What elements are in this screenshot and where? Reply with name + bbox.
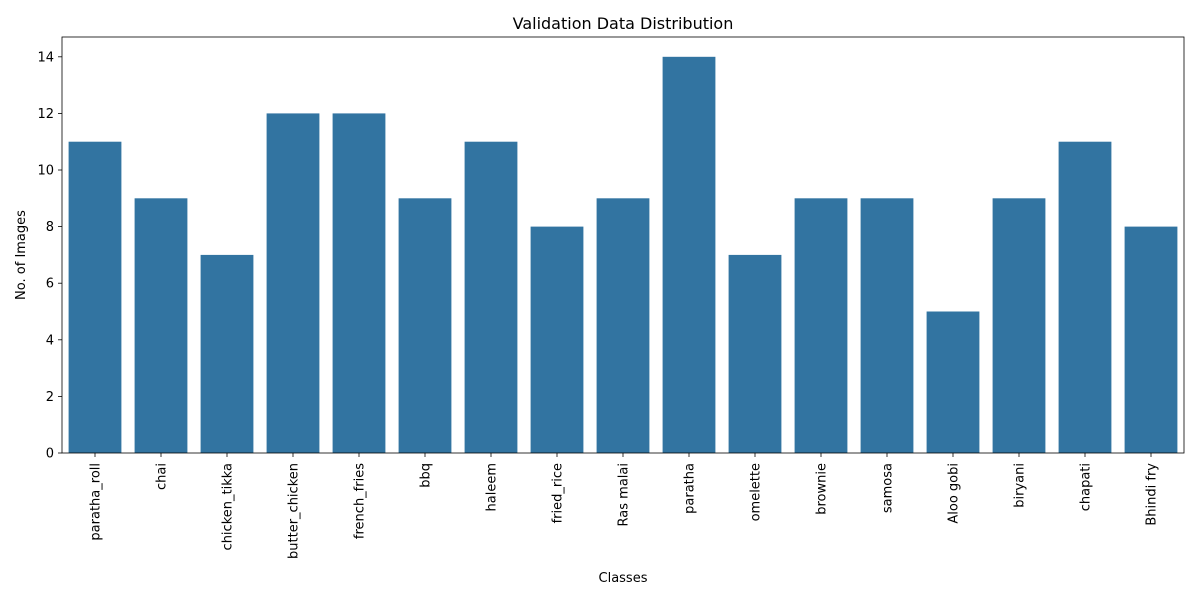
x-tick-label: Ras malai: [617, 463, 632, 526]
y-tick-label: 6: [46, 277, 54, 292]
y-tick-label: 14: [37, 50, 54, 65]
x-tick-label: chicken_tikka: [221, 463, 236, 550]
bar-ras-malai: [596, 198, 650, 453]
x-tick-label: omelette: [749, 463, 764, 521]
x-tick-label: chapati: [1079, 463, 1094, 511]
y-tick-label: 8: [46, 220, 54, 235]
bar-paratha: [662, 56, 716, 454]
y-tick-label: 0: [46, 447, 54, 462]
bar-haleem: [464, 141, 518, 453]
x-tick-label: Aloo gobi: [947, 463, 962, 524]
x-tick-label: Bhindi fry: [1145, 463, 1160, 526]
x-tick-label: haleem: [485, 463, 500, 511]
bar-bhindi-fry: [1124, 226, 1178, 453]
y-tick-label: 2: [46, 390, 54, 405]
bar-biryani: [992, 198, 1046, 453]
x-tick-label: french_fries: [353, 463, 368, 539]
bar-omelette: [728, 254, 782, 453]
bar-samosa: [860, 198, 914, 453]
bars-group: [68, 56, 1178, 454]
bar-butter-chicken: [266, 113, 320, 453]
x-tick-label: bbq: [419, 463, 434, 488]
x-axis-label: Classes: [599, 571, 648, 586]
y-axis-label: No. of Images: [14, 210, 29, 300]
x-axis-ticks: paratha_roll chai chicken_tikka butter_chic…: [89, 453, 1160, 559]
chart-title: Validation Data Distribution: [513, 14, 734, 33]
x-tick-label: butter_chicken: [287, 463, 302, 559]
x-tick-label: paratha_roll: [89, 463, 104, 541]
x-tick-label: biryani: [1013, 463, 1028, 508]
x-tick-label: fried_rice: [551, 463, 566, 523]
bar-brownie: [794, 198, 848, 453]
x-tick-label: brownie: [815, 463, 830, 515]
x-tick-label: paratha: [683, 463, 698, 514]
y-axis-ticks: 0 2 4 6 8 10 12 14: [37, 50, 62, 462]
y-tick-label: 12: [37, 107, 54, 122]
plot-frame: [61, 36, 1185, 454]
y-tick-label: 4: [46, 333, 54, 348]
bar-french-fries: [332, 113, 386, 453]
x-tick-label: chai: [155, 463, 170, 490]
bar-fried-rice: [530, 226, 584, 453]
bar-paratha-roll: [68, 141, 122, 453]
bar-chai: [134, 198, 188, 453]
y-tick-label: 10: [37, 164, 54, 179]
bar-chapati: [1058, 141, 1112, 453]
x-tick-label: samosa: [881, 463, 896, 513]
bar-aloo-gobi: [926, 311, 980, 453]
bar-bbq: [398, 198, 452, 453]
bar-chicken-tikka: [200, 254, 254, 453]
